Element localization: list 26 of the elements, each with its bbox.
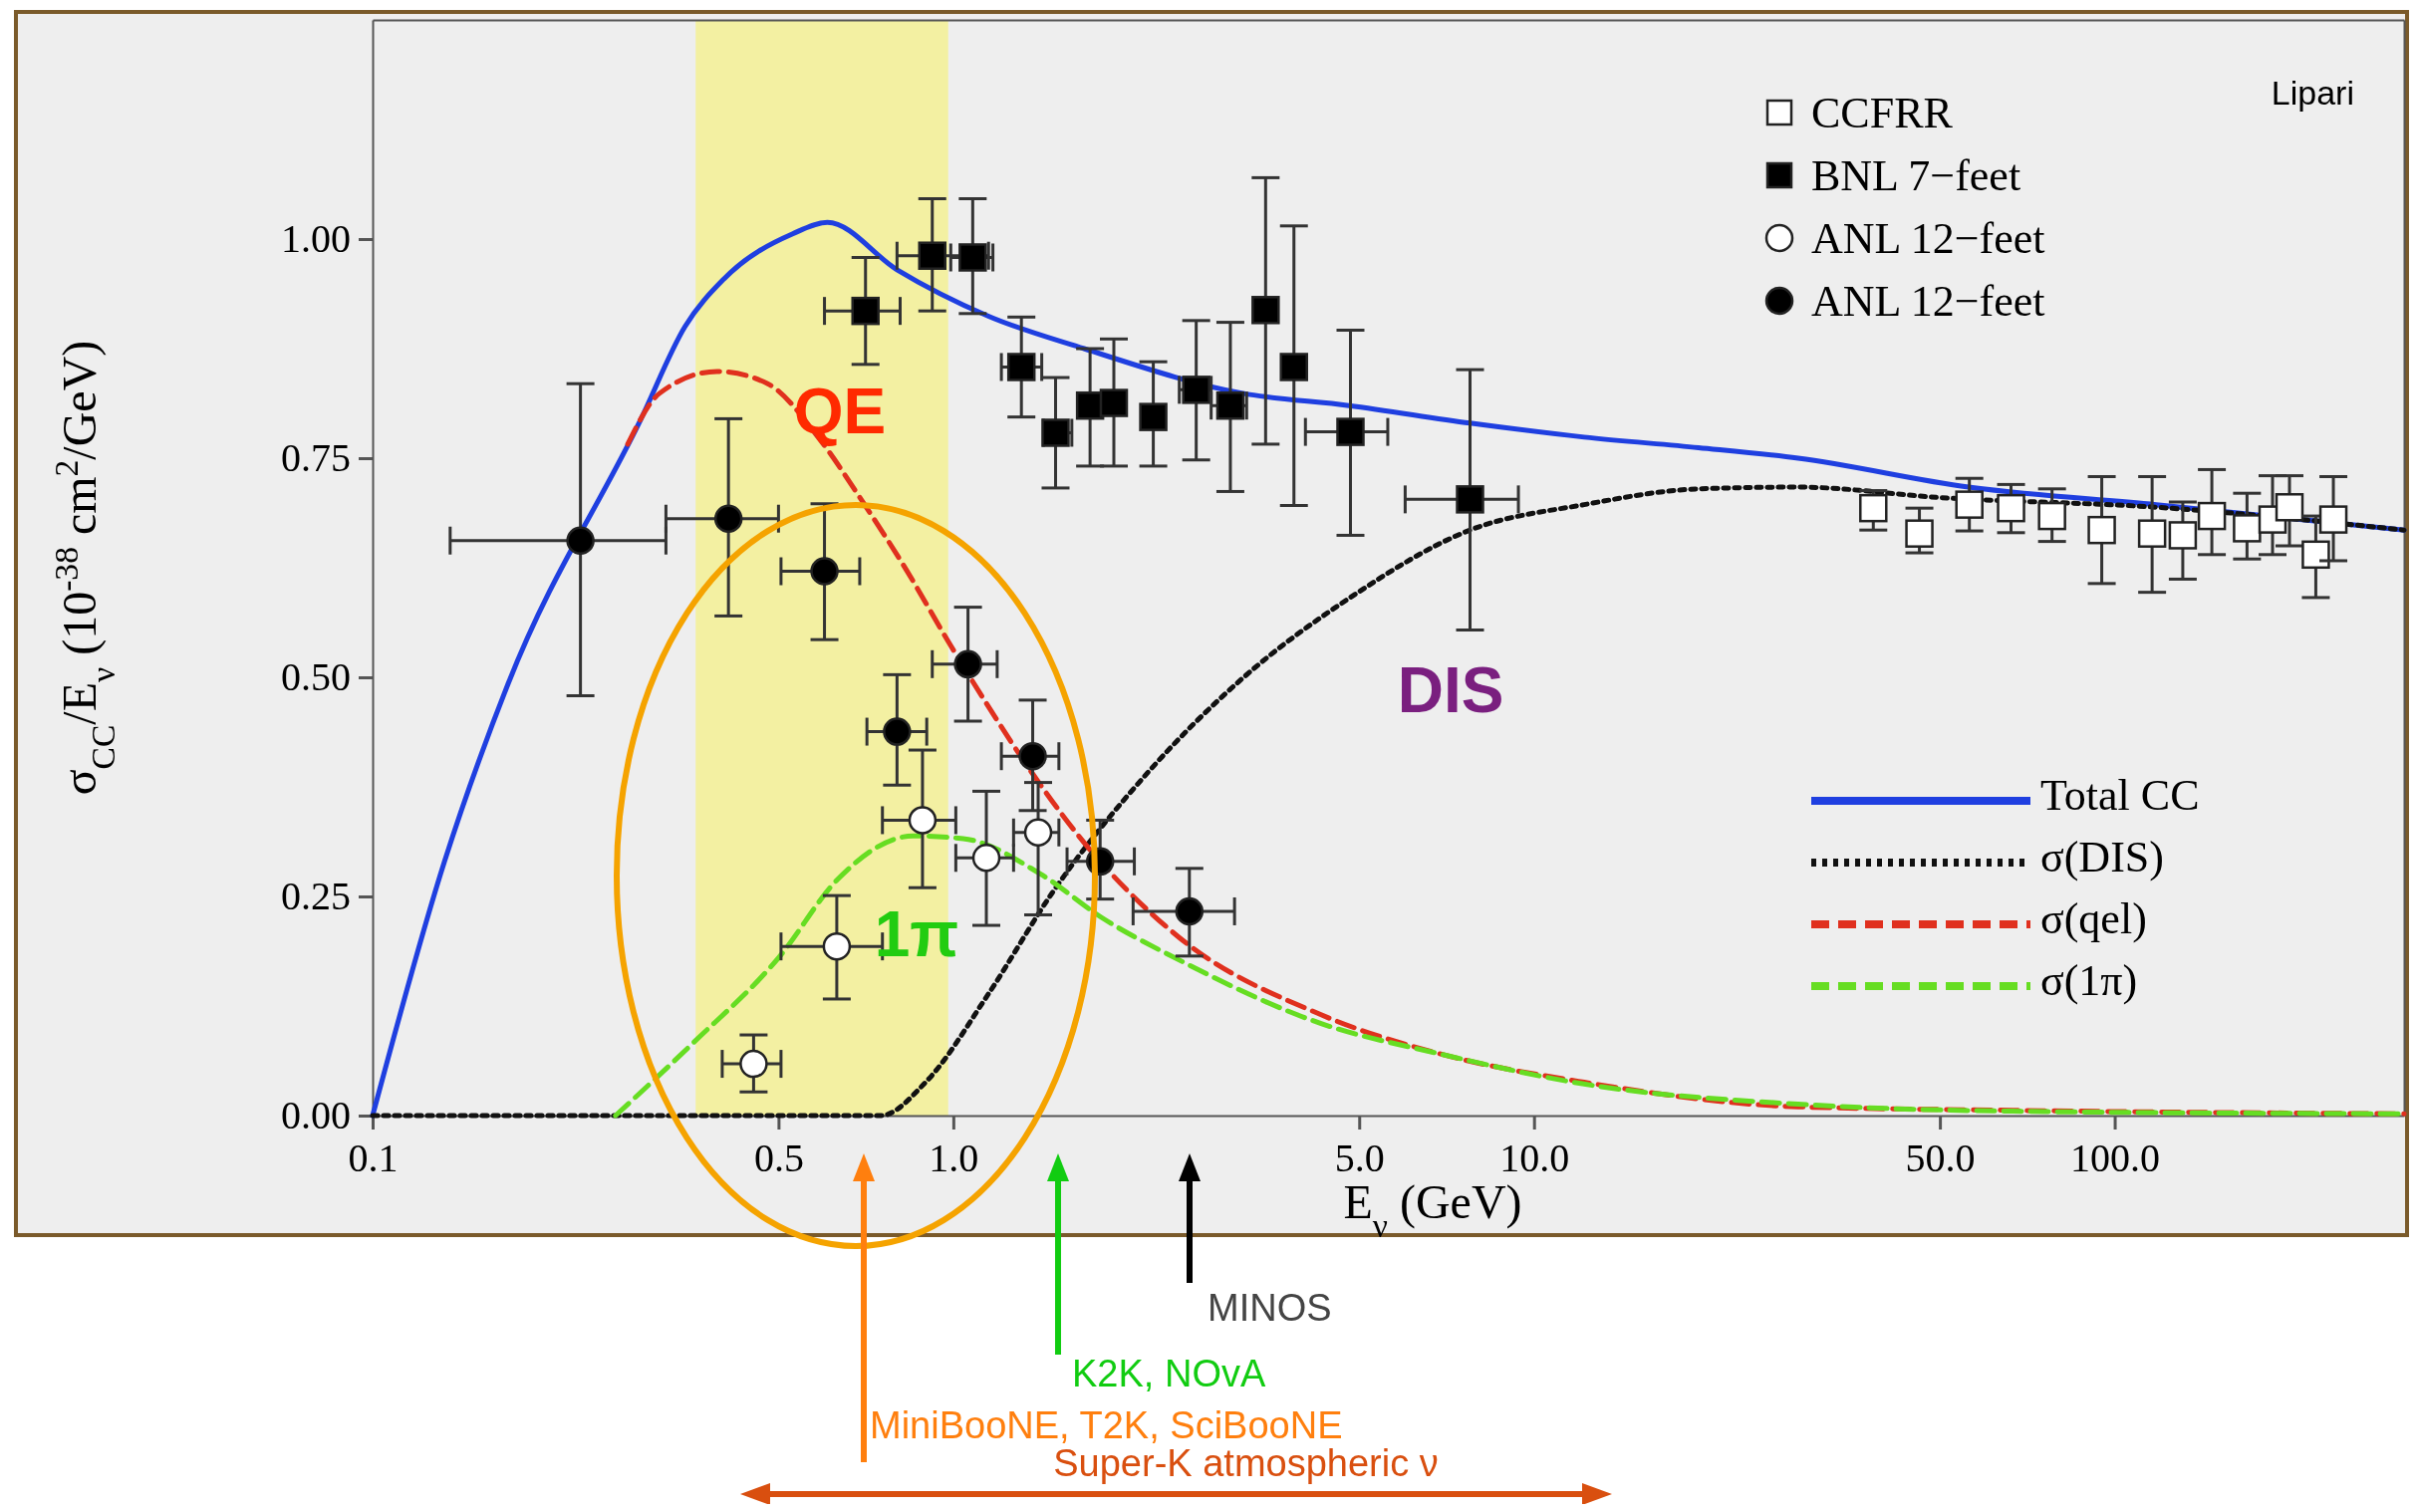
legend-label: σ(qel) — [2040, 894, 2147, 944]
legend-label: σ(DIS) — [2040, 833, 2164, 882]
y-tick-label: 0.75 — [281, 435, 351, 481]
x-tick-label: 100.0 — [2070, 1135, 2161, 1181]
y-tick-label: 0.25 — [281, 874, 351, 919]
y-tick-label: 0.50 — [281, 654, 351, 700]
annotation: QE — [793, 376, 887, 448]
legend-label: σ(1π) — [2040, 956, 2138, 1006]
legend-label: BNL 7−feet — [1811, 151, 2021, 201]
x-tick-label: 5.0 — [1334, 1135, 1385, 1181]
x-tick-label: 1.0 — [929, 1135, 979, 1181]
annotation: DIS — [1397, 654, 1504, 727]
x-tick-label: 50.0 — [1905, 1135, 1976, 1181]
text: K2K, NOvA — [1072, 1353, 1266, 1394]
annotation: Lipari — [2271, 73, 2354, 112]
x-tick-label: 0.1 — [348, 1135, 399, 1181]
x-tick-label: 10.0 — [1499, 1135, 1570, 1181]
legend-label: CCFRR — [1811, 89, 1954, 138]
legend-label: Total CC — [2040, 771, 2200, 821]
y-tick-label: 0.00 — [281, 1093, 351, 1138]
legend-label: ANL 12−feet — [1811, 214, 2045, 264]
text: MINOS — [1208, 1287, 1332, 1329]
x-tick-label: 0.5 — [753, 1135, 804, 1181]
y-tick-label: 1.00 — [281, 216, 351, 262]
legend-label: ANL 12−feet — [1811, 277, 2045, 327]
annotation: 1π — [874, 898, 959, 971]
